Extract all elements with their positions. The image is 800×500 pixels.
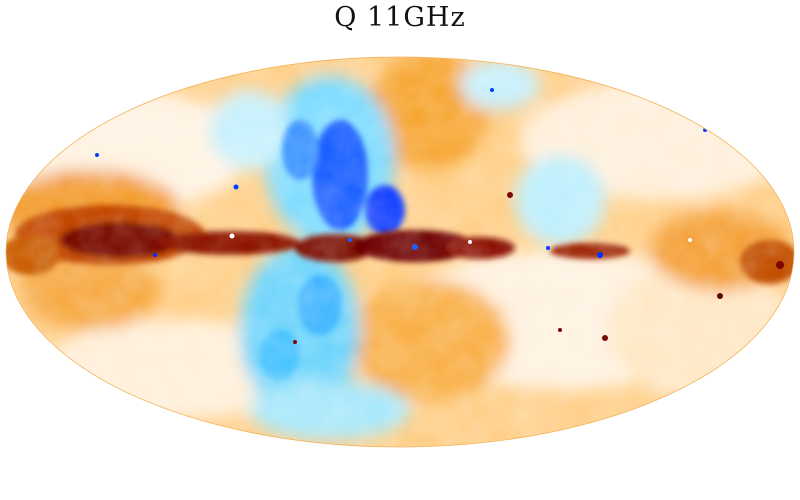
point-sources — [95, 88, 784, 344]
map-title: Q 11GHz — [334, 2, 466, 33]
map-boundary — [5, 56, 795, 448]
